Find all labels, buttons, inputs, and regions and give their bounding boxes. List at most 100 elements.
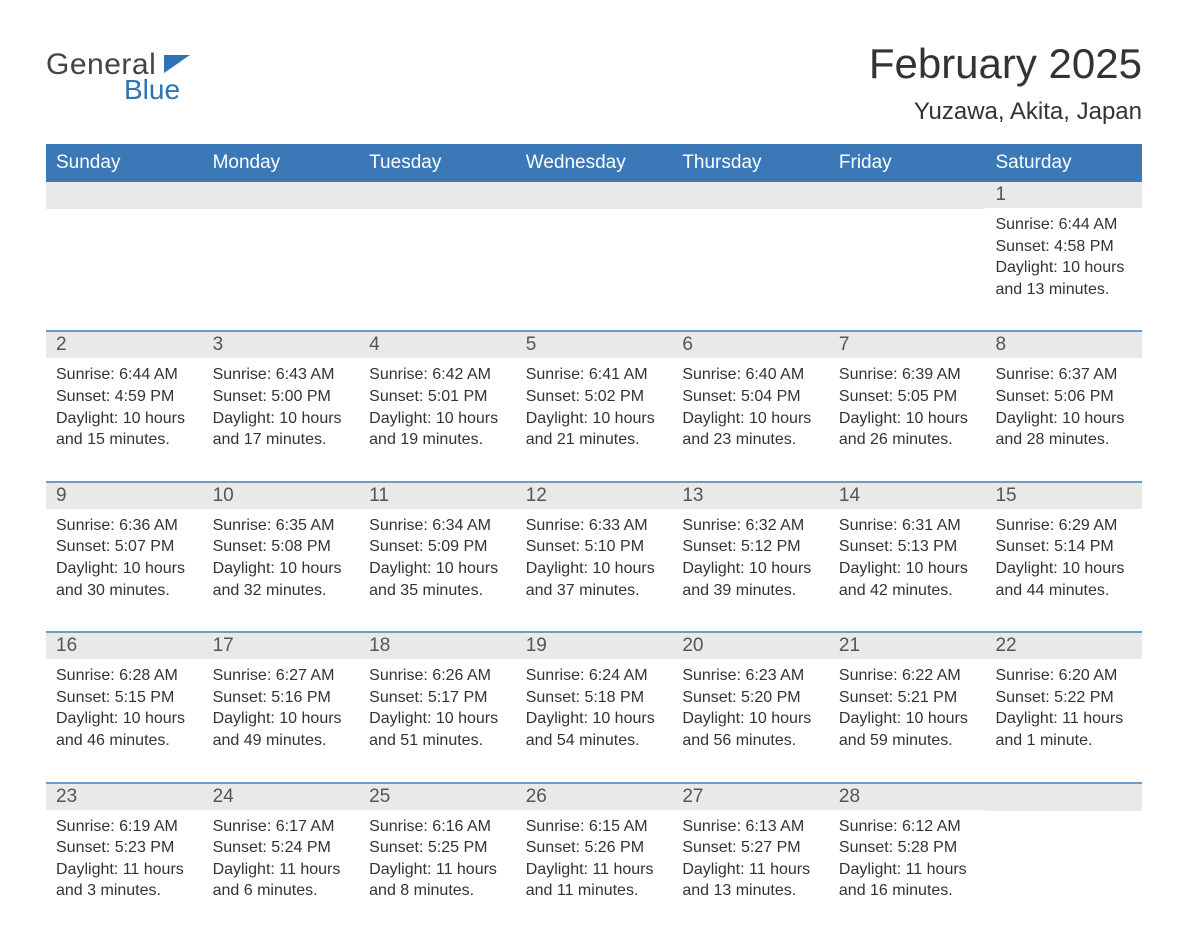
daylight-line: Daylight: 10 hours and 54 minutes. [526,708,663,751]
daylight-line: Daylight: 10 hours and 30 minutes. [56,558,193,601]
day-detail: Sunrise: 6:20 AMSunset: 5:22 PMDaylight:… [985,659,1142,751]
day-number [359,182,516,209]
daylight-line: Daylight: 10 hours and 37 minutes. [526,558,663,601]
day-detail: Sunrise: 6:42 AMSunset: 5:01 PMDaylight:… [359,358,516,450]
sunrise-line: Sunrise: 6:16 AM [369,816,506,838]
day-cell: 4Sunrise: 6:42 AMSunset: 5:01 PMDaylight… [359,332,516,450]
day-number: 28 [829,784,986,810]
daylight-line: Daylight: 10 hours and 19 minutes. [369,408,506,451]
day-number: 8 [985,332,1142,358]
sunset-line: Sunset: 5:17 PM [369,687,506,709]
daylight-line: Daylight: 11 hours and 13 minutes. [682,859,819,902]
day-cell [985,784,1142,902]
sunrise-line: Sunrise: 6:42 AM [369,364,506,386]
daylight-line: Daylight: 10 hours and 15 minutes. [56,408,193,451]
day-cell: 7Sunrise: 6:39 AMSunset: 5:05 PMDaylight… [829,332,986,450]
logo: General Blue [46,40,190,106]
sunset-line: Sunset: 5:06 PM [995,386,1132,408]
daylight-line: Daylight: 10 hours and 23 minutes. [682,408,819,451]
day-number: 17 [203,633,360,659]
daylight-line: Daylight: 10 hours and 49 minutes. [213,708,350,751]
sunrise-line: Sunrise: 6:44 AM [995,214,1132,236]
week-row: 23Sunrise: 6:19 AMSunset: 5:23 PMDayligh… [46,782,1142,902]
day-cell: 9Sunrise: 6:36 AMSunset: 5:07 PMDaylight… [46,483,203,601]
sunrise-line: Sunrise: 6:20 AM [995,665,1132,687]
day-cell: 24Sunrise: 6:17 AMSunset: 5:24 PMDayligh… [203,784,360,902]
day-cell: 3Sunrise: 6:43 AMSunset: 5:00 PMDaylight… [203,332,360,450]
sunset-line: Sunset: 5:05 PM [839,386,976,408]
weekday-header-monday: Monday [203,148,360,178]
day-detail: Sunrise: 6:23 AMSunset: 5:20 PMDaylight:… [672,659,829,751]
sunset-line: Sunset: 5:28 PM [839,837,976,859]
daylight-line: Daylight: 11 hours and 16 minutes. [839,859,976,902]
daylight-line: Daylight: 10 hours and 13 minutes. [995,257,1132,300]
day-cell [516,182,673,300]
day-number: 5 [516,332,673,358]
sunrise-line: Sunrise: 6:15 AM [526,816,663,838]
sunset-line: Sunset: 5:26 PM [526,837,663,859]
sunset-line: Sunset: 5:08 PM [213,536,350,558]
month-title: February 2025 [869,40,1142,88]
daylight-line: Daylight: 11 hours and 6 minutes. [213,859,350,902]
sunset-line: Sunset: 5:25 PM [369,837,506,859]
daylight-line: Daylight: 10 hours and 17 minutes. [213,408,350,451]
daylight-line: Daylight: 10 hours and 51 minutes. [369,708,506,751]
day-cell [359,182,516,300]
daylight-line: Daylight: 10 hours and 26 minutes. [839,408,976,451]
day-detail: Sunrise: 6:19 AMSunset: 5:23 PMDaylight:… [46,810,203,902]
sunrise-line: Sunrise: 6:37 AM [995,364,1132,386]
day-number: 19 [516,633,673,659]
weekday-header-tuesday: Tuesday [359,148,516,178]
daylight-line: Daylight: 10 hours and 56 minutes. [682,708,819,751]
day-cell [672,182,829,300]
day-number: 15 [985,483,1142,509]
weekday-header-thursday: Thursday [672,148,829,178]
sunrise-line: Sunrise: 6:36 AM [56,515,193,537]
day-detail: Sunrise: 6:41 AMSunset: 5:02 PMDaylight:… [516,358,673,450]
sunrise-line: Sunrise: 6:26 AM [369,665,506,687]
sunset-line: Sunset: 5:14 PM [995,536,1132,558]
day-detail: Sunrise: 6:32 AMSunset: 5:12 PMDaylight:… [672,509,829,601]
sunset-line: Sunset: 5:12 PM [682,536,819,558]
day-number: 6 [672,332,829,358]
sunrise-line: Sunrise: 6:23 AM [682,665,819,687]
weekday-header-row: SundayMondayTuesdayWednesdayThursdayFrid… [46,144,1142,182]
day-cell: 1Sunrise: 6:44 AMSunset: 4:58 PMDaylight… [985,182,1142,300]
sunrise-line: Sunrise: 6:31 AM [839,515,976,537]
day-cell: 8 Sunrise: 6:37 AMSunset: 5:06 PMDaylight… [985,332,1142,450]
day-number: 13 [672,483,829,509]
day-number: 18 [359,633,516,659]
sunset-line: Sunset: 5:09 PM [369,536,506,558]
location-label: Yuzawa, Akita, Japan [869,98,1142,126]
title-block: February 2025 Yuzawa, Akita, Japan [869,40,1142,126]
day-cell: 26Sunrise: 6:15 AMSunset: 5:26 PMDayligh… [516,784,673,902]
sunrise-line: Sunrise: 6:12 AM [839,816,976,838]
sunrise-line: Sunrise: 6:22 AM [839,665,976,687]
sunset-line: Sunset: 5:18 PM [526,687,663,709]
day-detail: Sunrise: 6:44 AMSunset: 4:58 PMDaylight:… [985,208,1142,300]
day-detail: Sunrise: 6:35 AMSunset: 5:08 PMDaylight:… [203,509,360,601]
week-row: 16Sunrise: 6:28 AMSunset: 5:15 PMDayligh… [46,631,1142,751]
day-number: 22 [985,633,1142,659]
day-detail: Sunrise: 6:31 AMSunset: 5:13 PMDaylight:… [829,509,986,601]
daylight-line: Daylight: 10 hours and 28 minutes. [995,408,1132,451]
daylight-line: Daylight: 10 hours and 39 minutes. [682,558,819,601]
sunset-line: Sunset: 5:01 PM [369,386,506,408]
daylight-line: Daylight: 11 hours and 1 minute. [995,708,1132,751]
day-detail: Sunrise: 6:16 AMSunset: 5:25 PMDaylight:… [359,810,516,902]
day-number [46,182,203,209]
day-cell: 2Sunrise: 6:44 AMSunset: 4:59 PMDaylight… [46,332,203,450]
day-cell: 25Sunrise: 6:16 AMSunset: 5:25 PMDayligh… [359,784,516,902]
week-row: 9Sunrise: 6:36 AMSunset: 5:07 PMDaylight… [46,481,1142,601]
day-detail: Sunrise: 6:22 AMSunset: 5:21 PMDaylight:… [829,659,986,751]
day-detail: Sunrise: 6:26 AMSunset: 5:17 PMDaylight:… [359,659,516,751]
day-cell: 10Sunrise: 6:35 AMSunset: 5:08 PMDayligh… [203,483,360,601]
day-cell: 12Sunrise: 6:33 AMSunset: 5:10 PMDayligh… [516,483,673,601]
daylight-line: Daylight: 10 hours and 46 minutes. [56,708,193,751]
day-detail: Sunrise: 6:44 AMSunset: 4:59 PMDaylight:… [46,358,203,450]
sunrise-line: Sunrise: 6:19 AM [56,816,193,838]
weekday-header-friday: Friday [829,148,986,178]
daylight-line: Daylight: 10 hours and 35 minutes. [369,558,506,601]
sunrise-line: Sunrise: 6:44 AM [56,364,193,386]
day-number: 23 [46,784,203,810]
